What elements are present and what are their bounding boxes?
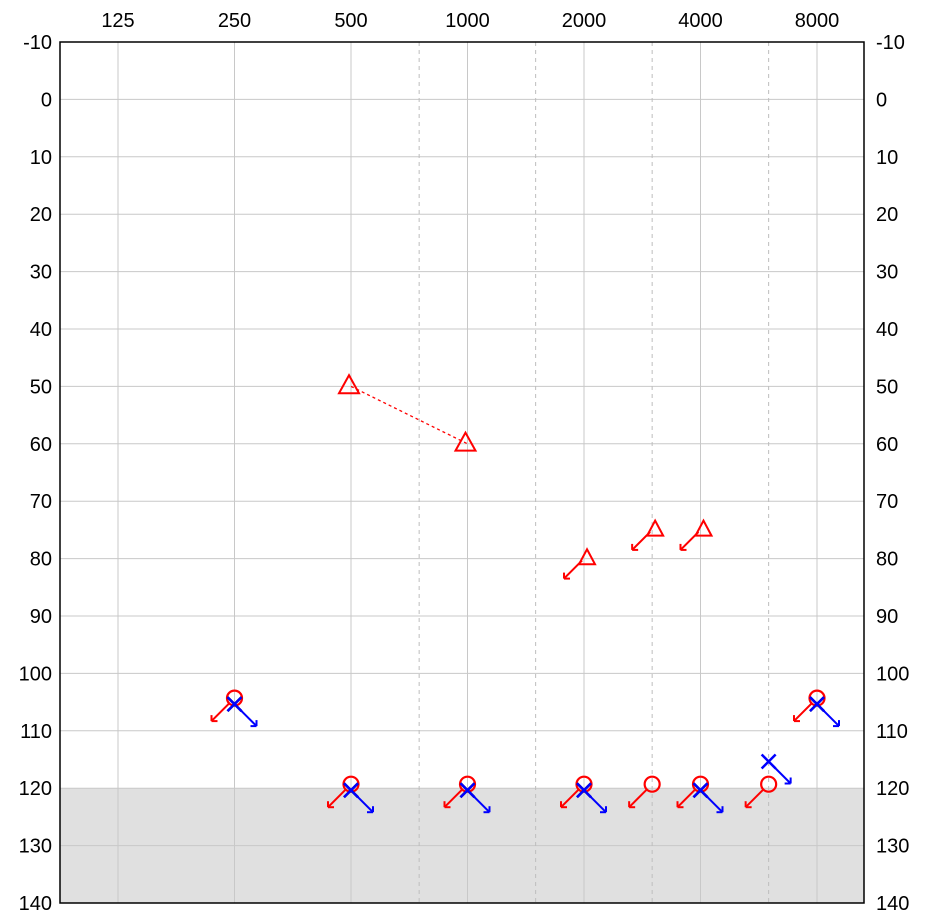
y-tick-label-left: 20 [30, 204, 52, 226]
no-response-arrow [793, 702, 813, 723]
data-point [337, 373, 361, 395]
y-tick-label-right: 30 [876, 262, 898, 284]
y-tick-label-left: 130 [19, 836, 52, 858]
y-tick-label-right: 10 [876, 147, 898, 169]
y-tick-label-left: 120 [19, 778, 52, 800]
data-point [631, 518, 665, 551]
y-tick-label-right: 120 [876, 778, 909, 800]
y-tick-label-left: 40 [30, 319, 52, 341]
y-tick-label-right: 100 [876, 663, 909, 685]
circle-marker [760, 775, 778, 793]
y-tick-label-left: 90 [30, 606, 52, 628]
data-point [809, 696, 840, 728]
no-response-arrow [560, 788, 580, 809]
y-tick-label-left: 60 [30, 434, 52, 456]
no-response-arrow [676, 788, 697, 809]
y-tick-label-right: 110 [876, 721, 908, 743]
triangle-marker [693, 518, 714, 537]
data-markers [210, 373, 840, 814]
y-tick-label-right: 50 [876, 376, 898, 398]
y-tick-label-left: -10 [23, 32, 52, 54]
plot-border [59, 41, 865, 904]
y-tick-label-right: 130 [876, 836, 909, 858]
y-tick-label-left: 80 [30, 549, 52, 571]
chart-frame [59, 41, 865, 904]
data-point [453, 430, 478, 452]
data-point [628, 775, 661, 809]
data-point [226, 696, 258, 728]
triangle-marker [337, 373, 361, 395]
data-point [576, 782, 607, 814]
y-tick-label-left: 50 [30, 376, 52, 398]
x-tick-label: 1000 [445, 10, 490, 32]
y-tick-label-left: 100 [19, 663, 52, 685]
axis-labels: -10 -10 0 0 10 10 20 20 30 30 40 40 50 50 60 60 70 70 80 80… [19, 10, 910, 915]
y-tick-label-right: -10 [876, 32, 905, 54]
connection-lines [350, 385, 468, 445]
x-tick-label: 250 [218, 10, 251, 32]
data-point [563, 547, 597, 580]
circle-marker [643, 775, 661, 793]
y-tick-label-right: 80 [876, 549, 898, 571]
y-tick-label-left: 10 [30, 147, 52, 169]
no-response-arrow [237, 707, 258, 728]
no-response-arrow [771, 764, 792, 785]
y-tick-label-left: 0 [41, 89, 52, 111]
chart-grid [60, 41, 864, 904]
y-tick-label-right: 20 [876, 204, 898, 226]
no-response-arrow [443, 788, 464, 809]
no-response-arrow [210, 702, 231, 723]
no-response-arrow [587, 793, 607, 814]
y-tick-label-left: 110 [20, 721, 52, 743]
no-response-arrow [703, 793, 724, 814]
no-response-arrow [744, 788, 765, 809]
x-tick-label: 500 [334, 10, 367, 32]
connection-line [350, 385, 468, 445]
data-point [679, 518, 714, 551]
x-tick-label: 8000 [795, 10, 840, 32]
no-response-arrow [631, 531, 651, 551]
y-tick-label-right: 60 [876, 434, 898, 456]
data-point [692, 782, 724, 814]
x-tick-label: 2000 [562, 10, 607, 32]
x-tick-label: 125 [101, 10, 134, 32]
no-response-arrow [628, 788, 648, 809]
y-tick-label-right: 90 [876, 606, 898, 628]
y-tick-label-left: 70 [30, 491, 52, 513]
triangle-marker [577, 547, 597, 566]
no-response-arrow [354, 793, 374, 814]
no-response-arrow [327, 788, 347, 809]
no-response-arrow [563, 559, 583, 580]
triangle-marker [453, 430, 478, 452]
y-tick-label-left: 30 [30, 262, 52, 284]
y-tick-label-right: 70 [876, 491, 898, 513]
y-tick-label-right: 0 [876, 89, 887, 111]
y-tick-label-right: 40 [876, 319, 898, 341]
triangle-marker [645, 518, 665, 537]
data-point [459, 782, 491, 814]
x-tick-label: 4000 [678, 10, 723, 32]
y-tick-label-right: 140 [876, 893, 909, 915]
no-response-arrow [470, 793, 491, 814]
no-response-arrow [679, 531, 700, 551]
data-point [760, 753, 792, 785]
no-response-arrow [820, 707, 840, 728]
data-point [343, 782, 374, 814]
data-point [744, 775, 778, 809]
y-tick-label-left: 140 [19, 893, 52, 915]
